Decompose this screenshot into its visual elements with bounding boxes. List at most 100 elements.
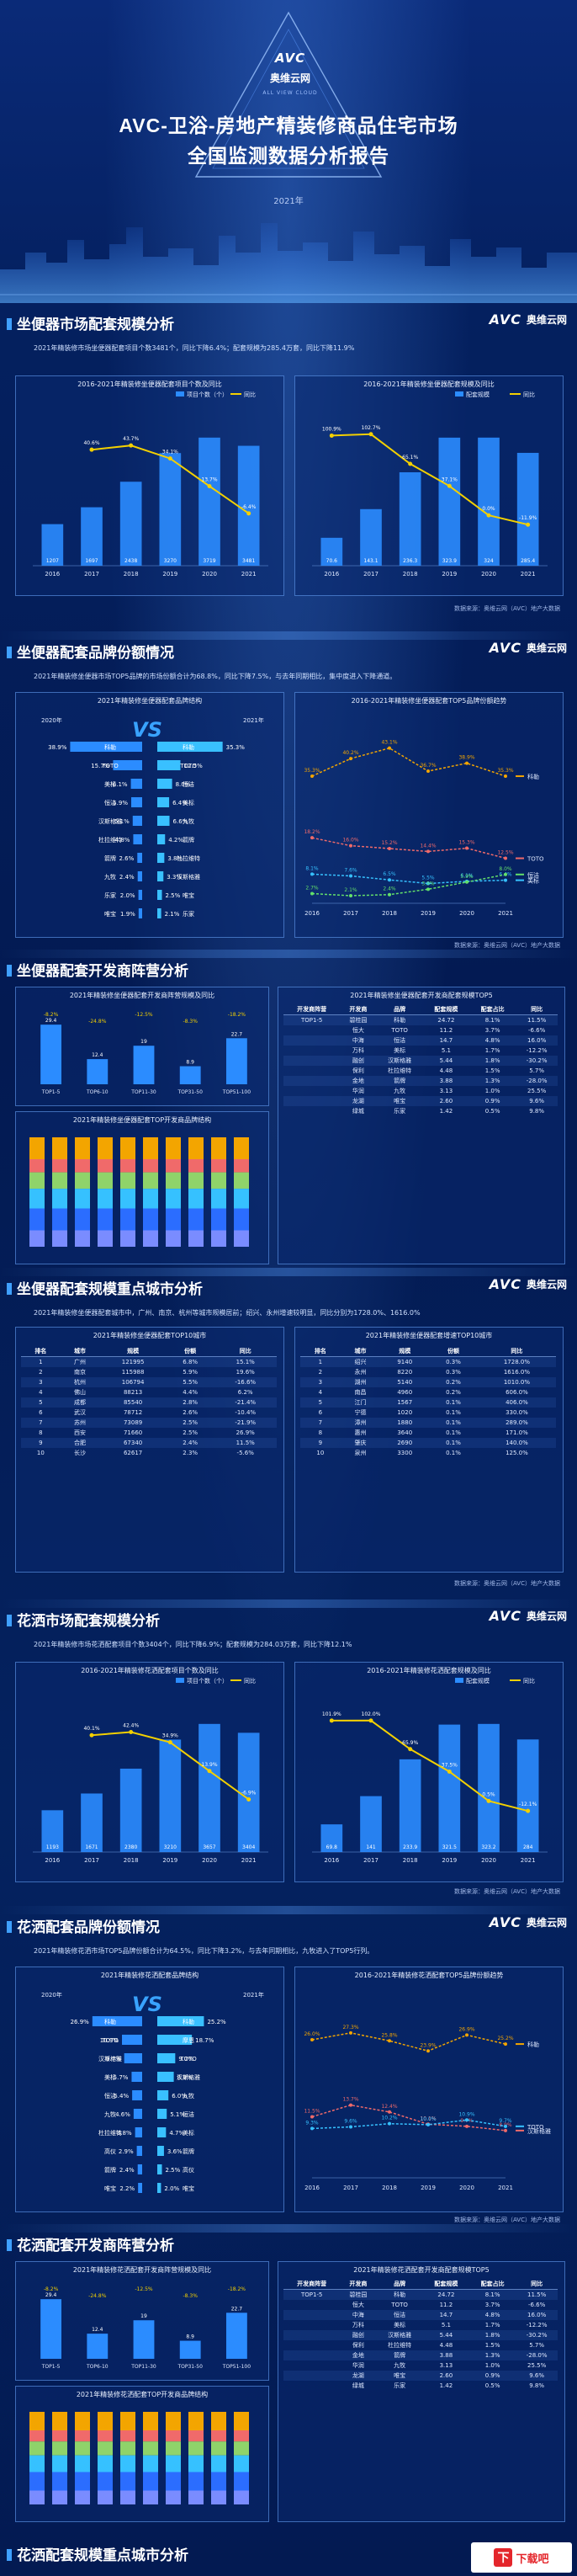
legend-label-bar: 配套规模 — [466, 391, 490, 398]
series-value-label: 3.9% — [421, 881, 435, 886]
stack-segment — [211, 1230, 226, 1247]
yoy-label: -6.4% — [241, 504, 257, 510]
series-point — [349, 894, 352, 898]
stack-segment — [52, 2455, 67, 2472]
stack-segment — [211, 2472, 226, 2491]
chart-title: 2021年精装修花洒配套品牌结构 — [100, 1972, 199, 1979]
section-shower-scale: 花洒市场配套规模分析 AVC 奥维云网 2021年精装修市场花洒配套项目个数34… — [0, 1605, 577, 1911]
share-label-2021: 4.2% — [168, 837, 183, 844]
table-cell: 9 — [21, 1438, 61, 1448]
legend-swatch-bar — [455, 1678, 463, 1683]
series-point — [349, 844, 352, 848]
combo-chart: 项目个数（个） 同比 1193 2016 1671 2017 2380 2018 3210 201… — [33, 1677, 268, 1864]
data-source: 数据来源：奥维云网（AVC）地产大数据 — [453, 605, 560, 612]
table-cell: 万科 — [352, 2322, 364, 2329]
bar — [438, 1724, 461, 1852]
yoy-label: 102.0% — [362, 1711, 381, 1717]
year-label-left: 2020年 — [41, 717, 62, 724]
share-label-2021: 5.1% — [170, 2111, 185, 2118]
data-source: 数据来源：奥维云网（AVC）地产大数据 — [453, 2217, 560, 2223]
table-header-cell: 配套占比 — [469, 2279, 516, 2290]
bar-2020 — [137, 853, 142, 863]
yoy-label: 13.9% — [201, 1762, 217, 1768]
bar-value-label: 1671 — [85, 1844, 98, 1850]
series-line — [311, 873, 506, 885]
hero-city-skyline — [0, 223, 577, 303]
share-label-2020: 2.4% — [119, 2167, 135, 2174]
table-title: 2021年精装修坐便器配套增速TOP10城市 — [365, 1332, 493, 1339]
yoy-point — [368, 432, 373, 437]
table-cell: 1.0% — [484, 1088, 500, 1094]
series-point — [388, 2110, 391, 2114]
share-label-2021: 6.4% — [172, 800, 188, 806]
stack-segment — [166, 2430, 181, 2442]
series-point — [310, 2038, 314, 2042]
section-logo: AVC 奥维云网 — [490, 1276, 567, 1292]
stack-segment — [98, 1159, 113, 1173]
brand-label-2020: 美标 — [104, 2073, 116, 2081]
table-cell — [283, 1076, 341, 1086]
stack-segment — [52, 1172, 67, 1190]
section-note: 2021年精装修市场坐便器配套项目个数3481个，同比下降6.4%；配套规模为2… — [34, 344, 355, 352]
table-cell: 1728.0% — [477, 1356, 556, 1367]
table-cell: 606.0% — [506, 1389, 528, 1396]
brand-label-2021: 恒洁 — [183, 780, 194, 788]
x-tick-label: 2018 — [124, 571, 139, 577]
table-cell — [283, 1096, 341, 1106]
brand-label-2020: TOTO — [101, 2037, 119, 2044]
table-cell: 恒洁 — [376, 1035, 423, 1046]
table-cell: 2 — [318, 1369, 323, 1376]
brand-label-2020: 美标 — [104, 780, 116, 788]
x-tick-label: 2017 — [363, 1857, 378, 1864]
table-cell: 西安 — [73, 1429, 86, 1436]
dev-bar-value: 22.7 — [231, 1031, 243, 1037]
brand-label-2021: 科勒 — [183, 743, 194, 751]
stack-segment — [143, 2430, 158, 2442]
bar-value-label: 3404 — [242, 1844, 255, 1850]
table-cell: 9.8% — [529, 1108, 545, 1115]
bar — [119, 1768, 142, 1852]
brand-structure-panel: 2021年精装修花洒配套品牌结构 26.9% 科勒 10.9% TOTO 9.7% 汉斯格… — [15, 1967, 284, 2212]
dev-tick-label: TOP6-10 — [86, 1089, 109, 1095]
stack-segment — [234, 2472, 249, 2491]
legend-swatch-bar — [176, 391, 184, 397]
section-toilet-developer: 坐便器配套开发商阵营分析 2021年精装修坐便器配套开发商阵营规模及同比 29.… — [0, 955, 577, 1275]
stack-segment — [98, 1189, 113, 1209]
table-cell: 1.7% — [484, 2322, 500, 2329]
bar-2020 — [138, 908, 142, 918]
brand-label-2021: 汉斯格雅 — [177, 873, 200, 881]
brand-label-2020: 杜拉维特 — [98, 2129, 122, 2137]
divider — [0, 1599, 577, 1608]
divider — [0, 1268, 577, 1276]
stack-segment — [52, 1208, 67, 1231]
yoy-point — [129, 443, 134, 448]
yoy-label: 102.7% — [362, 425, 381, 431]
stack-segment — [166, 1137, 181, 1159]
table-cell: 1010.0% — [477, 1377, 556, 1387]
series-line — [311, 2032, 506, 2052]
table-cell: 121995 — [99, 1356, 167, 1367]
section-toilet-brand: 坐便器配套品牌份额情况 AVC 奥维云网 2021年精装修坐便器市场TOP5品牌… — [0, 636, 577, 955]
bar-value-label: 3719 — [203, 558, 215, 564]
logo-cn: 奥维云网 — [526, 1279, 567, 1291]
bar-value-label: 1193 — [46, 1844, 59, 1850]
bar — [237, 445, 260, 566]
brand-label-2020: 恒洁 — [104, 2092, 116, 2100]
series-point — [504, 2042, 507, 2046]
stack-segment — [188, 2430, 204, 2442]
chart-title: 2016-2021年精装修坐便器配套规模及同比 — [363, 381, 495, 388]
table-header-cell: 份额 — [166, 1346, 214, 1357]
series-point — [426, 887, 430, 891]
table-header-cell: 城市 — [340, 1346, 381, 1357]
section-note: 2021年精装修花洒市场TOP5品牌份额合计为64.5%，同比下降3.2%，与去… — [34, 1947, 374, 1955]
yoy-point — [167, 1740, 172, 1745]
brand-label-2021: 唯宝 — [183, 2185, 194, 2192]
bar-2020 — [136, 2146, 142, 2156]
bar-2020 — [70, 742, 142, 752]
series-point — [426, 849, 430, 854]
bar — [81, 507, 103, 566]
table-cell: 0.1% — [429, 1418, 478, 1428]
x-tick-label: 2021 — [241, 1857, 257, 1864]
table-cell: 9.8% — [529, 2382, 545, 2389]
table-cell: 1.42 — [439, 2382, 453, 2389]
